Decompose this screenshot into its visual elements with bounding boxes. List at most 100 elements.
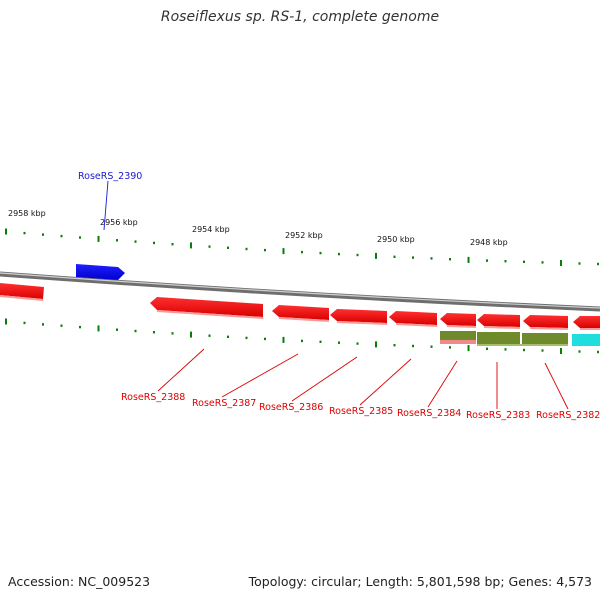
reverse-strand-genes <box>0 283 600 330</box>
tick-outer-31 <box>578 262 581 265</box>
leader-roseRS-2390 <box>103 180 109 231</box>
gene-arrow-roseRS-2383-shadow <box>484 326 520 329</box>
tick-inner-23 <box>430 345 433 348</box>
feature-bar-olive-2[interactable] <box>477 332 520 344</box>
tick-inner-14 <box>264 337 266 341</box>
gene-arrow-partial-right-shadow <box>580 328 600 330</box>
feature-bar-olive-shadow <box>477 344 568 346</box>
tick-outer-2 <box>42 233 44 236</box>
scale-labels: 2958 kbp 2956 kbp 2954 kbp 2952 kbp 2950… <box>8 209 508 247</box>
tick-inner-29 <box>541 349 544 352</box>
tick-outer-5 <box>97 235 100 242</box>
tick-inner-5 <box>97 325 100 332</box>
tick-outer-16 <box>301 250 303 254</box>
gene-label-roseRS-2388[interactable]: RoseRS_2388 <box>121 392 185 403</box>
gene-arrow-partial-left-shadow <box>0 295 43 301</box>
gene-label-roseRS-2386[interactable]: RoseRS_2386 <box>259 402 323 413</box>
feature-bar-pink[interactable] <box>440 340 476 344</box>
genome-backbone <box>0 271 600 312</box>
tick-outer-9 <box>171 243 174 246</box>
tick-inner-26 <box>486 347 488 350</box>
feature-bar-olive-3[interactable] <box>522 333 568 345</box>
feature-bar-olive-1[interactable] <box>440 331 476 340</box>
scale-label-2958: 2958 kbp <box>8 209 46 218</box>
tick-outer-28 <box>523 260 525 263</box>
gene-arrow-roseRS-2383[interactable] <box>477 314 520 327</box>
gene-arrow-roseRS-2388[interactable] <box>150 297 263 317</box>
gene-labels: RoseRS_2390 RoseRS_2388 RoseRS_2387 Rose… <box>78 171 600 421</box>
tick-outer-23 <box>430 257 433 260</box>
gene-arrow-roseRS-2385[interactable] <box>389 311 437 325</box>
tick-inner-30 <box>560 348 562 354</box>
gene-arrow-roseRS-2386-shadow <box>337 321 387 325</box>
gene-arrow-roseRS-2387-shadow <box>279 317 329 322</box>
tick-outer-10 <box>190 242 192 249</box>
tick-inner-17 <box>319 340 322 343</box>
tick-outer-21 <box>393 255 396 258</box>
gene-label-roseRS-2383[interactable]: RoseRS_2383 <box>466 410 530 421</box>
tick-outer-22 <box>412 256 414 259</box>
tick-outer-0 <box>5 228 7 235</box>
gene-arrow-roseRS-2384[interactable] <box>440 313 476 326</box>
tick-inner-9 <box>171 332 174 335</box>
tick-outer-13 <box>245 247 248 251</box>
tick-outer-18 <box>338 252 340 256</box>
tick-outer-11 <box>208 245 211 248</box>
tick-inner-19 <box>356 342 359 345</box>
tick-inner-0 <box>5 318 7 325</box>
gene-label-roseRS-2384[interactable]: RoseRS_2384 <box>397 408 461 419</box>
leader-roseRS-2387 <box>221 353 299 398</box>
gene-arrow-roseRS-2390[interactable] <box>76 264 125 280</box>
leader-roseRS-2382 <box>544 362 569 410</box>
tick-outer-12 <box>227 246 229 249</box>
tick-inner-1 <box>23 321 26 325</box>
tick-inner-28 <box>523 348 525 352</box>
scale-label-2952: 2952 kbp <box>285 231 323 240</box>
tick-outer-25 <box>467 256 470 263</box>
label-leaders <box>103 180 569 410</box>
gene-label-roseRS-2382[interactable]: RoseRS_2382 <box>536 410 600 421</box>
tick-outer-19 <box>356 253 359 257</box>
gene-arrow-roseRS-2387[interactable] <box>272 305 329 320</box>
leader-roseRS-2388 <box>157 348 205 392</box>
tick-outer-6 <box>116 239 118 242</box>
tick-outer-17 <box>319 251 322 255</box>
leader-roseRS-2384 <box>427 360 458 408</box>
genome-backbone-highlight <box>0 272 600 309</box>
tick-inner-22 <box>412 344 414 348</box>
tick-inner-31 <box>578 350 581 353</box>
tick-outer-20 <box>375 252 377 259</box>
gene-arrow-roseRS-2382[interactable] <box>523 315 568 328</box>
gene-label-roseRS-2387[interactable]: RoseRS_2387 <box>192 398 256 409</box>
accession-text: Accession: NC_009523 <box>8 574 151 589</box>
tick-inner-8 <box>153 331 155 334</box>
tick-inner-7 <box>134 329 137 333</box>
tick-outer-3 <box>60 234 63 238</box>
tick-row-inner <box>5 318 599 354</box>
feature-track <box>440 331 600 346</box>
feature-bar-cyan[interactable] <box>572 334 600 346</box>
tick-outer-14 <box>264 248 266 252</box>
gene-arrow-roseRS-2386[interactable] <box>330 309 387 323</box>
tick-inner-16 <box>301 339 303 343</box>
tick-outer-30 <box>560 260 562 266</box>
tick-outer-24 <box>449 258 451 261</box>
tick-inner-27 <box>504 348 507 351</box>
gene-label-roseRS-2390[interactable]: RoseRS_2390 <box>78 171 142 182</box>
scale-label-2956: 2956 kbp <box>100 218 138 227</box>
tick-outer-8 <box>153 241 155 245</box>
scale-label-2950: 2950 kbp <box>377 235 415 244</box>
tick-inner-12 <box>227 335 229 338</box>
tick-inner-6 <box>116 328 118 331</box>
gene-arrow-roseRS-2384-shadow <box>447 325 476 328</box>
tick-inner-25 <box>467 345 470 352</box>
tick-inner-3 <box>60 324 63 327</box>
gene-label-roseRS-2385[interactable]: RoseRS_2385 <box>329 406 393 417</box>
scale-label-2954: 2954 kbp <box>192 225 230 234</box>
gene-arrow-partial-right[interactable] <box>573 316 600 328</box>
tick-outer-1 <box>23 231 26 235</box>
leader-roseRS-2385 <box>359 358 412 406</box>
gene-arrow-partial-left[interactable] <box>0 283 44 299</box>
tick-outer-29 <box>541 261 544 264</box>
